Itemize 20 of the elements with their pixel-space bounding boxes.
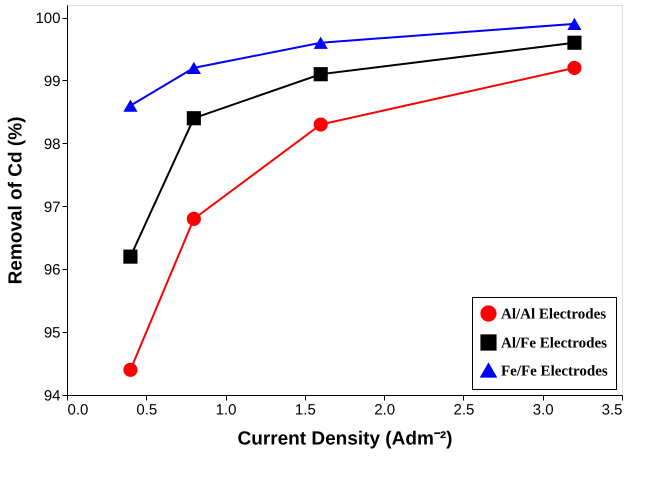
x-tick-label: 3.5 [602, 402, 622, 418]
x-axis-title: Current Density (Adm⁻²) [237, 428, 453, 450]
x-tick-label: 1.0 [216, 402, 236, 418]
y-tick-label: 97 [44, 198, 60, 216]
legend-label: Al/Al Electrodes [501, 306, 606, 322]
x-tick-label: 3.0 [532, 402, 554, 418]
x-tick-label: 2.0 [374, 402, 396, 418]
y-tick-label: 94 [44, 388, 60, 404]
y-tick-label: 96 [44, 262, 60, 279]
y-tick-label: 100 [35, 10, 60, 28]
x-tick-label: 2.5 [454, 402, 474, 418]
x-tick-label: 0.5 [136, 402, 158, 418]
legend-label: Fe/Fe Electrodes [501, 364, 608, 380]
y-tick-label: 95 [44, 324, 60, 342]
y-tick-label: 98 [44, 136, 60, 153]
x-tick-label: 0.0 [68, 402, 88, 418]
y-tick-label: 99 [44, 72, 60, 90]
legend-label: Al/Fe Electrodes [501, 336, 608, 352]
y-axis-title: Removal of Cd (%) [5, 116, 26, 284]
x-tick-label: 1.5 [294, 402, 316, 418]
